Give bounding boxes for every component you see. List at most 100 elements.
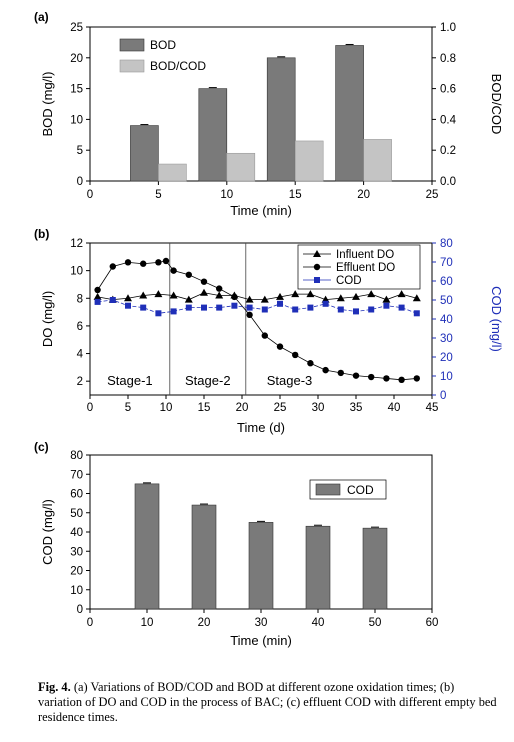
- legend-marker-circle: [313, 263, 321, 271]
- data-point-influent-do: [169, 291, 178, 299]
- x-tick-label: 10: [160, 402, 173, 414]
- data-point-cod: [231, 302, 238, 309]
- y2-axis-label: COD (mg/l): [489, 286, 504, 352]
- series-line-influent-do: [97, 292, 417, 301]
- y-tick-label: 15: [70, 84, 83, 96]
- data-point-effluent-do: [109, 263, 117, 270]
- y2-tick-label: 40: [440, 314, 453, 326]
- y2-tick-label: 1.0: [440, 22, 456, 34]
- data-point-cod: [94, 298, 101, 305]
- bar-cod: [191, 504, 217, 610]
- x-tick-label: 45: [426, 402, 439, 414]
- stage-label: Stage-3: [267, 373, 313, 388]
- data-point-influent-do: [382, 295, 391, 303]
- x-tick-label: 15: [289, 189, 302, 201]
- x-tick-label: 50: [369, 617, 382, 629]
- data-point-cod: [201, 304, 207, 311]
- data-point-effluent-do: [162, 257, 170, 265]
- bar-bod-cod: [294, 140, 324, 182]
- data-point-effluent-do: [307, 360, 314, 367]
- y-tick-label: 70: [70, 469, 83, 481]
- data-point-effluent-do: [413, 375, 420, 382]
- data-point-influent-do: [139, 291, 148, 299]
- data-point-influent-do: [306, 290, 315, 298]
- data-point-effluent-do: [292, 351, 299, 359]
- legend-label: Effluent DO: [336, 262, 395, 274]
- y-tick-label: 4: [77, 349, 84, 361]
- y-tick-label: 25: [70, 22, 83, 34]
- data-point-influent-do: [397, 290, 406, 298]
- data-point-influent-do: [367, 290, 376, 298]
- legend-label: COD: [336, 275, 362, 287]
- y2-tick-label: 0.2: [440, 145, 456, 157]
- y2-tick-label: 60: [440, 276, 453, 288]
- data-point-cod: [125, 302, 131, 309]
- data-point-effluent-do: [170, 267, 177, 274]
- bar-bod: [198, 88, 228, 182]
- legend-label-bod: BOD: [150, 38, 176, 52]
- y-tick-label: 80: [70, 450, 83, 462]
- data-point-cod: [216, 304, 223, 311]
- data-point-effluent-do: [322, 366, 329, 374]
- y-axis-label: BOD (mg/l): [40, 72, 55, 137]
- data-point-cod: [185, 304, 192, 311]
- y-tick-label: 30: [70, 546, 83, 558]
- panel-a-chart: (a)0 5 10 15 20 2505101520250.00.20.40.60.81.…: [34, 10, 504, 218]
- legend-label-bod-cod: BOD/COD: [150, 59, 206, 73]
- x-tick-label: 35: [350, 402, 363, 414]
- data-point-influent-do: [352, 292, 360, 300]
- y-tick-label: 10: [70, 585, 83, 597]
- y-tick-label: 10: [70, 114, 83, 126]
- data-point-effluent-do: [261, 332, 268, 339]
- data-point-cod: [337, 306, 344, 313]
- legend-swatch-cod: [315, 483, 341, 496]
- y-tick-label: 5: [77, 145, 83, 157]
- caption-text: (a) Variations of BOD/COD and BOD at dif…: [38, 680, 497, 724]
- y2-tick-label: 0.4: [440, 114, 457, 126]
- legend-label-cod: COD: [347, 483, 374, 497]
- y-tick-label: 2: [77, 376, 83, 388]
- data-point-cod: [170, 308, 177, 315]
- data-point-influent-do: [276, 292, 284, 300]
- y2-tick-label: 80: [440, 238, 453, 250]
- y-tick-label: 20: [70, 53, 83, 65]
- y-axis-label: COD (mg/l): [40, 499, 55, 565]
- x-tick-label: 15: [198, 402, 211, 414]
- data-point-influent-do: [245, 295, 254, 303]
- panel-b-chart: (b) 0 5 10 15 20 25 30 35 40 45 2 4 6 8 10 12 0 10 20 30 40 50…: [34, 227, 504, 435]
- data-point-cod: [368, 306, 375, 313]
- y2-tick-label: 20: [440, 352, 453, 364]
- legend-label: Influent DO: [336, 249, 394, 261]
- data-point-cod: [413, 310, 420, 317]
- x-tick-label: 10: [141, 617, 154, 629]
- y2-axis-label: BOD/COD: [489, 74, 504, 135]
- x-axis-label: Time (min): [230, 203, 292, 218]
- x-axis-label: Time (d): [237, 420, 285, 435]
- x-tick-label: 5: [155, 189, 161, 201]
- data-point-cod: [155, 310, 162, 317]
- y-tick-label: 10: [70, 266, 83, 278]
- data-point-cod: [398, 304, 405, 311]
- y2-tick-label: 0: [440, 390, 446, 402]
- figure: (a)0 5 10 15 20 2505101520250.00.20.40.60.81.…: [34, 10, 504, 648]
- panel-c-chart: (c) 0 10 20 30 40 50 60 0 10 20 30 40 50 60 70 80 Time (m…: [34, 440, 438, 648]
- x-tick-label: 10: [220, 189, 233, 201]
- data-point-influent-do: [200, 288, 208, 296]
- bar-cod: [305, 525, 331, 610]
- legend-marker-triangle: [313, 250, 321, 257]
- y-tick-label: 0: [77, 176, 83, 188]
- data-point-effluent-do: [185, 271, 192, 278]
- bar-cod: [362, 527, 388, 610]
- y2-tick-label: 50: [440, 295, 453, 307]
- y-tick-label: 40: [70, 527, 83, 539]
- data-point-effluent-do: [200, 278, 208, 285]
- caption-label: Fig. 4.: [38, 680, 71, 694]
- data-point-effluent-do: [140, 260, 147, 267]
- y-tick-label: 20: [70, 566, 83, 578]
- y2-tick-label: 30: [440, 333, 453, 345]
- y2-tick-label: 0.0: [440, 176, 456, 188]
- data-point-influent-do: [154, 290, 163, 298]
- y2-tick-label: 0.8: [440, 53, 456, 65]
- data-point-cod: [292, 306, 299, 313]
- bar-cod: [248, 522, 274, 610]
